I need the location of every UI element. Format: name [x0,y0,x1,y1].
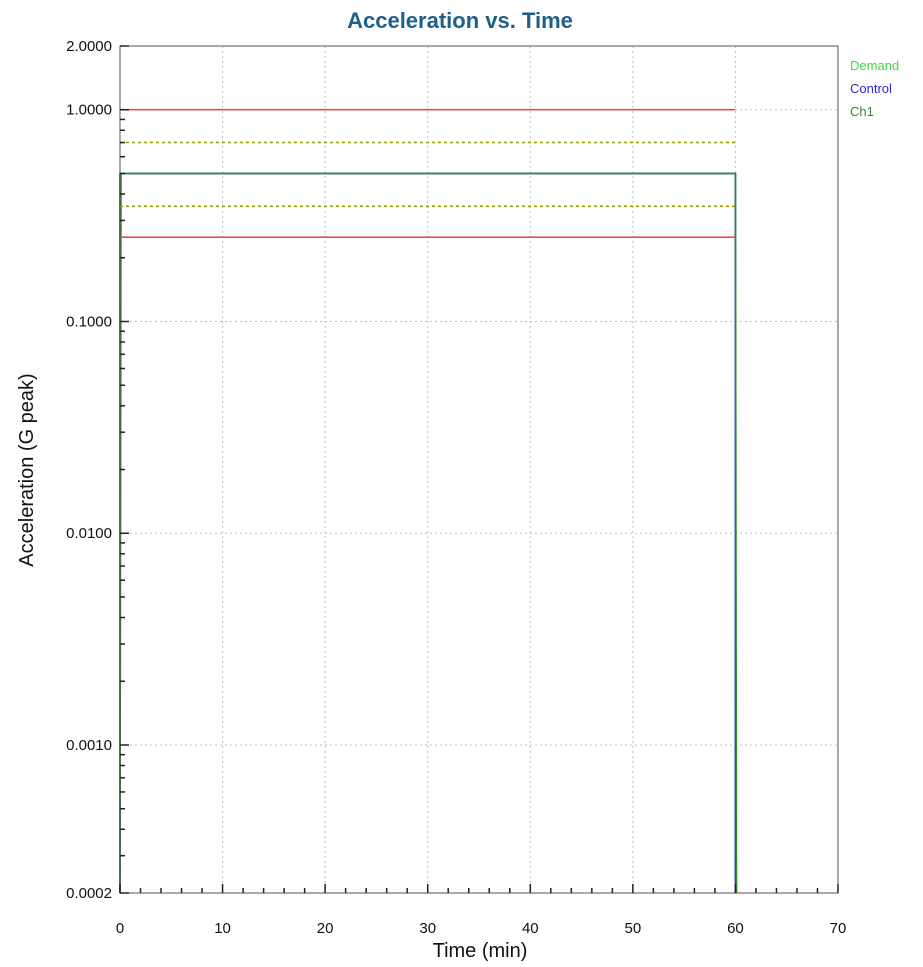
y-axis-label: Acceleration (G peak) [16,373,38,566]
y-tick-label: 0.0002 [66,885,112,902]
legend-label-ch1: Ch1 [850,104,874,119]
y-tick-label: 1.0000 [66,102,112,119]
y-tick-label: 0.0010 [66,737,112,754]
x-tick-label: 10 [214,920,231,937]
x-tick-label: 70 [830,920,847,937]
x-tick-label: 30 [419,920,436,937]
series-line-ch1 [119,172,738,894]
y-tick-label: 0.0100 [66,525,112,542]
x-tick-label: 50 [625,920,642,937]
legend: Demand Control Ch1 [850,58,899,119]
y-tick-label: 0.1000 [66,313,112,330]
chart-title: Acceleration vs. Time [347,8,573,33]
x-tick-label: 0 [116,920,124,937]
x-tick-label: 60 [727,920,744,937]
x-axis-label: Time (min) [433,940,528,962]
legend-label-demand: Demand [850,58,899,73]
x-tick-label: 20 [317,920,334,937]
y-tick-label: 2.0000 [66,38,112,55]
series-layer [119,108,738,894]
x-tick-label: 40 [522,920,539,937]
legend-label-control: Control [850,81,892,96]
axes: 0 10 20 30 40 50 60 70 2.0000 1.0000 0.1000 0.0100 0… [66,38,846,937]
